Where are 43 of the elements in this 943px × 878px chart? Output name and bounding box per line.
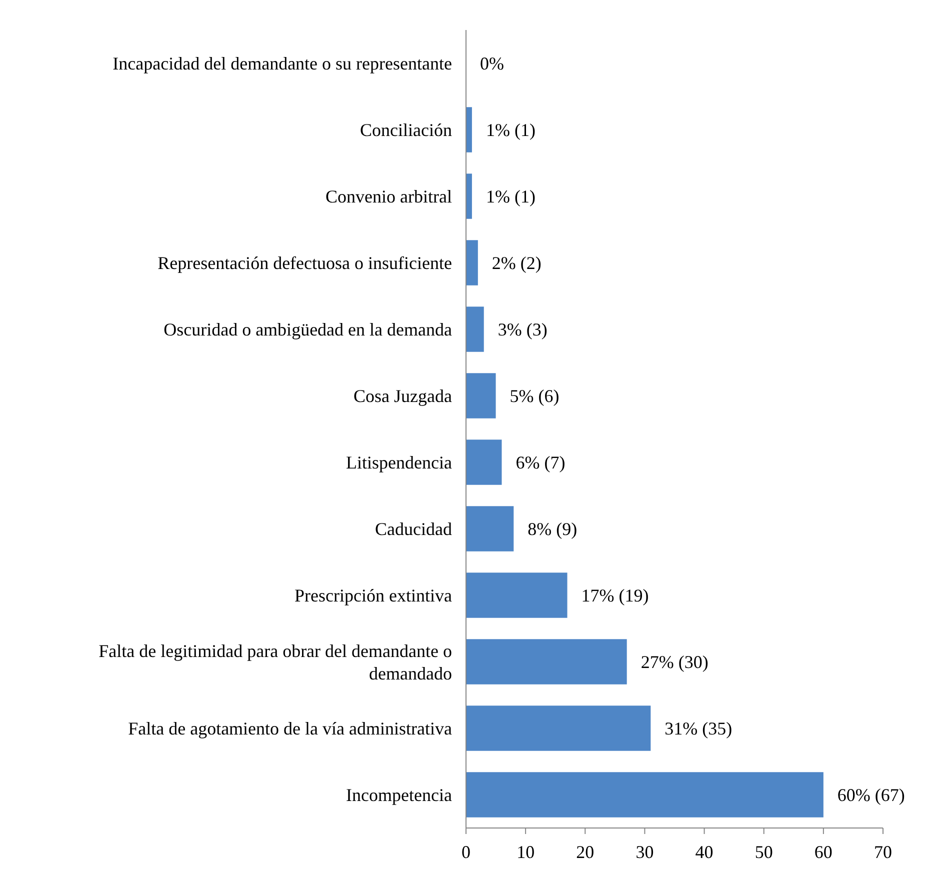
bar (466, 506, 514, 552)
y-tick-label: Prescripción extintiva (294, 586, 452, 606)
data-label: 31% (35) (664, 718, 732, 739)
y-tick-label: Convenio arbitral (326, 186, 452, 207)
x-tick-label: 30 (636, 842, 654, 862)
bar (466, 772, 824, 818)
bar (466, 373, 496, 418)
x-tick-label: 10 (516, 842, 535, 862)
data-label: 3% (3) (498, 320, 548, 340)
data-label: 17% (19) (581, 586, 649, 606)
y-tick-label: Litispendencia (346, 452, 452, 473)
y-tick-label: Conciliación (360, 120, 452, 140)
y-tick-label: Representación defectuosa o insuficiente (158, 253, 452, 274)
y-tick-label: Falta de legitimidad para obrar del demandante o demandado (98, 640, 452, 684)
x-tick-label: 20 (576, 842, 594, 862)
bar (466, 174, 472, 219)
bar (466, 240, 478, 286)
y-tick-label: Incapacidad del demandante o su representante (112, 54, 452, 74)
y-tick-label: Caducidad (375, 519, 452, 540)
x-tick-label: 40 (695, 842, 714, 862)
data-label: 1% (1) (486, 120, 536, 140)
data-label: 6% (7) (516, 452, 566, 473)
y-tick-label: Falta de agotamiento de la vía administrativa (128, 718, 452, 739)
bar (466, 572, 568, 618)
data-label: 5% (6) (510, 386, 560, 406)
y-tick-label: Oscuridad o ambigüedad en la demanda (164, 320, 452, 340)
bar (466, 440, 502, 485)
bar (466, 706, 651, 751)
data-label: 27% (30) (640, 652, 708, 672)
x-tick-label: 0 (462, 842, 470, 862)
bar (466, 639, 627, 684)
x-tick-label: 60 (814, 842, 832, 862)
bar (466, 306, 484, 352)
y-tick-label: Incompetencia (346, 785, 452, 806)
data-label: 60% (67) (837, 785, 905, 806)
data-label: 2% (2) (492, 253, 542, 274)
x-tick-label: 50 (754, 842, 773, 862)
x-tick-label: 70 (874, 842, 892, 862)
data-label: 0% (480, 54, 504, 74)
data-label: 1% (1) (486, 186, 536, 207)
data-label: 8% (9) (528, 519, 578, 540)
bar (466, 107, 472, 152)
y-tick-label: Cosa Juzgada (354, 386, 452, 406)
